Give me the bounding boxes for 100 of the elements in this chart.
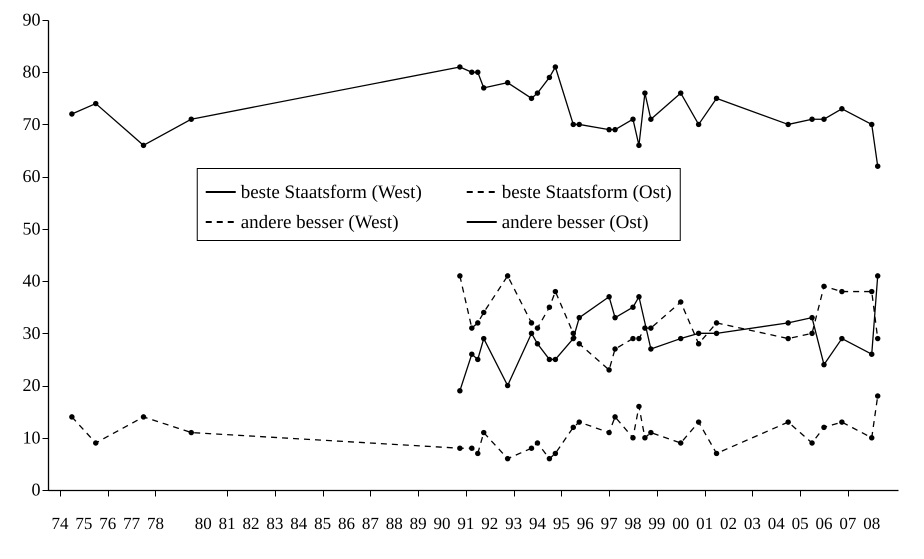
y-tick-label: 70 bbox=[22, 114, 40, 134]
point bbox=[874, 163, 880, 169]
x-tick-label: 01 bbox=[696, 514, 714, 533]
point bbox=[839, 106, 845, 112]
point bbox=[475, 69, 481, 75]
point bbox=[475, 356, 481, 362]
point bbox=[69, 111, 75, 117]
point bbox=[678, 336, 684, 342]
point bbox=[612, 414, 618, 420]
y-tick-label: 80 bbox=[22, 62, 40, 82]
point bbox=[648, 430, 654, 436]
point bbox=[696, 330, 702, 336]
y-tick-label: 10 bbox=[22, 427, 40, 448]
point bbox=[570, 122, 576, 128]
point bbox=[809, 116, 815, 122]
x-tick-label: 04 bbox=[768, 514, 786, 533]
point bbox=[469, 351, 475, 357]
point bbox=[714, 330, 720, 336]
point bbox=[93, 440, 98, 446]
point bbox=[874, 273, 880, 279]
point bbox=[678, 90, 684, 96]
point bbox=[457, 273, 463, 279]
legend-label: andere besser (Ost) bbox=[502, 212, 648, 234]
point bbox=[534, 325, 540, 331]
point bbox=[642, 90, 648, 96]
x-tick-label: 76 bbox=[99, 514, 116, 533]
point bbox=[606, 294, 612, 300]
point bbox=[481, 310, 486, 316]
point bbox=[140, 414, 146, 420]
point bbox=[636, 294, 642, 300]
x-tick-label: 84 bbox=[290, 514, 308, 533]
point bbox=[534, 440, 540, 446]
y-tick-label: 90 bbox=[22, 10, 40, 30]
point bbox=[481, 85, 486, 91]
point bbox=[475, 450, 481, 456]
x-tick-label: 92 bbox=[481, 514, 498, 533]
x-tick-label: 80 bbox=[194, 514, 212, 533]
point bbox=[552, 64, 558, 70]
legend-label: beste Staatsform (West) bbox=[240, 182, 422, 204]
x-tick-label: 88 bbox=[386, 514, 403, 533]
point bbox=[469, 69, 475, 75]
point bbox=[839, 419, 845, 425]
point bbox=[504, 382, 510, 388]
x-tick-label: 02 bbox=[720, 514, 737, 533]
x-tick-label: 82 bbox=[242, 514, 260, 533]
x-tick-label: 87 bbox=[362, 514, 380, 533]
x-tick-label: 97 bbox=[600, 514, 618, 533]
point bbox=[469, 325, 475, 331]
point bbox=[612, 126, 618, 132]
point bbox=[785, 320, 791, 326]
y-tick-label: 40 bbox=[22, 270, 40, 291]
x-tick-label: 00 bbox=[672, 514, 690, 533]
point bbox=[636, 336, 642, 342]
point bbox=[809, 440, 815, 446]
point bbox=[630, 304, 636, 310]
point bbox=[678, 440, 684, 446]
point bbox=[552, 450, 558, 456]
point bbox=[504, 273, 510, 279]
point bbox=[630, 435, 636, 441]
point bbox=[481, 430, 486, 436]
x-tick-label: 77 bbox=[123, 514, 141, 533]
point bbox=[528, 96, 534, 102]
point bbox=[630, 116, 636, 122]
point bbox=[457, 445, 463, 451]
x-tick-label: 05 bbox=[792, 514, 809, 533]
x-tick-label: 98 bbox=[624, 514, 642, 533]
x-tick-label: 96 bbox=[576, 514, 594, 533]
point bbox=[93, 100, 98, 106]
point bbox=[630, 336, 636, 342]
point bbox=[868, 288, 874, 294]
point bbox=[504, 80, 510, 86]
point bbox=[457, 64, 463, 70]
point bbox=[785, 122, 791, 128]
point bbox=[868, 435, 874, 441]
x-tick-label: 85 bbox=[314, 514, 332, 533]
point bbox=[809, 314, 815, 320]
point bbox=[809, 330, 815, 336]
x-tick-label: 06 bbox=[815, 514, 832, 533]
point bbox=[576, 314, 582, 320]
legend-label: beste Staatsform (Ost) bbox=[502, 182, 672, 204]
point bbox=[576, 122, 582, 128]
point bbox=[636, 142, 642, 148]
y-tick-label: 20 bbox=[22, 375, 40, 396]
point bbox=[785, 419, 791, 425]
point bbox=[606, 367, 612, 373]
x-tick-label: 90 bbox=[433, 514, 450, 533]
point bbox=[570, 330, 576, 336]
point bbox=[612, 314, 618, 320]
y-tick-label: 0 bbox=[32, 480, 40, 500]
point bbox=[140, 142, 146, 148]
x-tick-label: 83 bbox=[266, 514, 284, 533]
point bbox=[69, 414, 75, 420]
point bbox=[821, 116, 827, 122]
point bbox=[714, 96, 720, 102]
point bbox=[678, 299, 684, 305]
y-tick-label: 60 bbox=[22, 166, 40, 186]
point bbox=[648, 346, 654, 352]
x-tick-label: 91 bbox=[457, 514, 474, 533]
x-tick-label: 89 bbox=[410, 514, 427, 533]
point bbox=[696, 122, 702, 128]
